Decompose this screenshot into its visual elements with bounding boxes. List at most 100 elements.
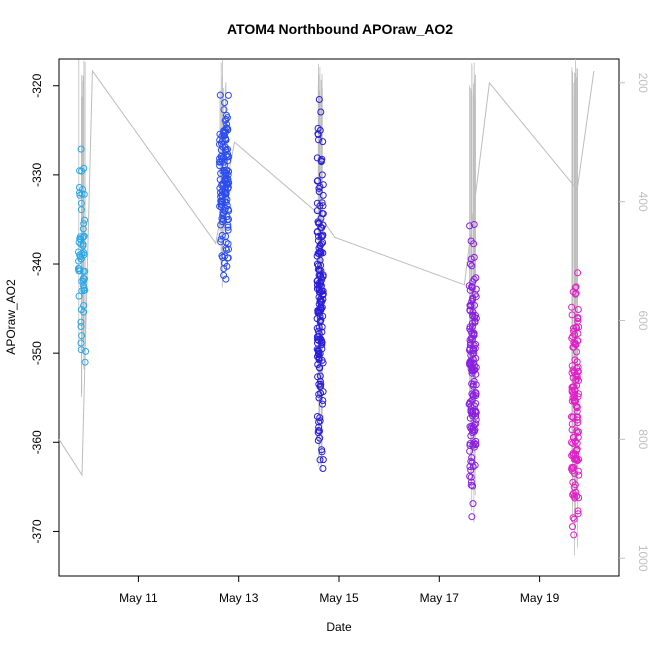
data-point [319, 273, 327, 281]
data-point [319, 465, 327, 472]
data-point [314, 346, 322, 354]
data-point [570, 327, 578, 335]
data-point [223, 166, 231, 174]
data-point [318, 446, 326, 454]
data-point [468, 319, 476, 327]
data-point [466, 222, 474, 230]
data-point [77, 346, 85, 354]
data-point [216, 91, 224, 99]
data-point [469, 278, 477, 286]
chart-title: ATOM4 Northbound APOraw_AO2 [227, 21, 453, 37]
data-point [76, 191, 84, 199]
data-point [80, 302, 88, 309]
data-point [316, 414, 324, 422]
data-point [219, 143, 227, 151]
data-point [223, 111, 230, 119]
data-point [466, 323, 474, 331]
data-point [571, 494, 579, 502]
data-point [319, 400, 326, 408]
data-point [574, 306, 582, 313]
data-point [316, 256, 324, 264]
y-tick-label: -360 [30, 430, 44, 454]
data-point [315, 188, 323, 196]
data-point [224, 240, 232, 248]
data-point [315, 184, 323, 192]
data-point [222, 124, 230, 132]
data-point [316, 417, 324, 425]
data-point [315, 96, 323, 103]
data-point [472, 441, 480, 449]
data-point [315, 284, 323, 292]
data-point [469, 482, 477, 490]
data-point [319, 456, 327, 464]
data-point [219, 167, 227, 175]
data-point [467, 365, 475, 373]
data-point [313, 177, 321, 185]
data-point [468, 458, 476, 466]
y2-tick-label: 200 [636, 73, 650, 93]
data-point [471, 366, 479, 374]
data-point [569, 333, 577, 340]
data-point [75, 292, 83, 300]
data-point [568, 438, 575, 446]
data-point [319, 295, 327, 303]
data-point [315, 364, 323, 372]
data-point [570, 463, 578, 471]
data-point [574, 317, 582, 325]
y-tick-label: -330 [30, 163, 44, 187]
data-point [75, 257, 83, 265]
data-point [318, 338, 326, 346]
data-point [572, 376, 580, 384]
data-point [315, 427, 322, 434]
data-point [318, 199, 326, 207]
data-point [315, 232, 322, 240]
data-point [77, 306, 85, 314]
data-point [81, 275, 88, 283]
x-tick-label: May 19 [520, 591, 560, 605]
data-point [573, 407, 581, 415]
data-point [81, 286, 89, 294]
data-point [79, 234, 87, 241]
data-point [466, 358, 474, 366]
data-point [77, 145, 85, 153]
data-point [319, 138, 327, 146]
data-point [78, 332, 86, 340]
data-point [319, 191, 327, 199]
data-point [468, 283, 476, 290]
data-point [77, 339, 85, 347]
data-point [319, 287, 327, 295]
data-point [568, 420, 576, 428]
data-point [568, 386, 576, 394]
data-point [466, 472, 474, 480]
x-axis-label: Date [326, 620, 352, 634]
data-point [470, 349, 478, 357]
y2-tick-label: 1000 [636, 545, 650, 572]
data-point [222, 193, 229, 201]
data-point [218, 187, 226, 195]
data-point [573, 403, 581, 411]
data-point [573, 492, 581, 500]
data-point [223, 262, 231, 270]
data-point [470, 221, 478, 228]
data-point [75, 248, 82, 256]
data-point [82, 347, 90, 355]
x-axis: May 11 May 13 May 15 May 17 May 19 [119, 576, 560, 605]
data-point [80, 232, 88, 240]
data-point [79, 185, 87, 193]
data-point [313, 315, 321, 323]
data-point [224, 206, 232, 213]
x-tick-label: May 13 [219, 591, 259, 605]
data-point [467, 339, 475, 346]
data-point [572, 290, 579, 298]
data-point [218, 132, 226, 140]
data-point [571, 438, 579, 446]
data-point [317, 233, 325, 241]
data-point [569, 449, 577, 457]
data-point [315, 333, 323, 341]
data-point [568, 311, 576, 319]
data-point [575, 494, 583, 502]
data-point [470, 329, 478, 337]
data-point [469, 381, 477, 388]
data-point [467, 302, 475, 310]
